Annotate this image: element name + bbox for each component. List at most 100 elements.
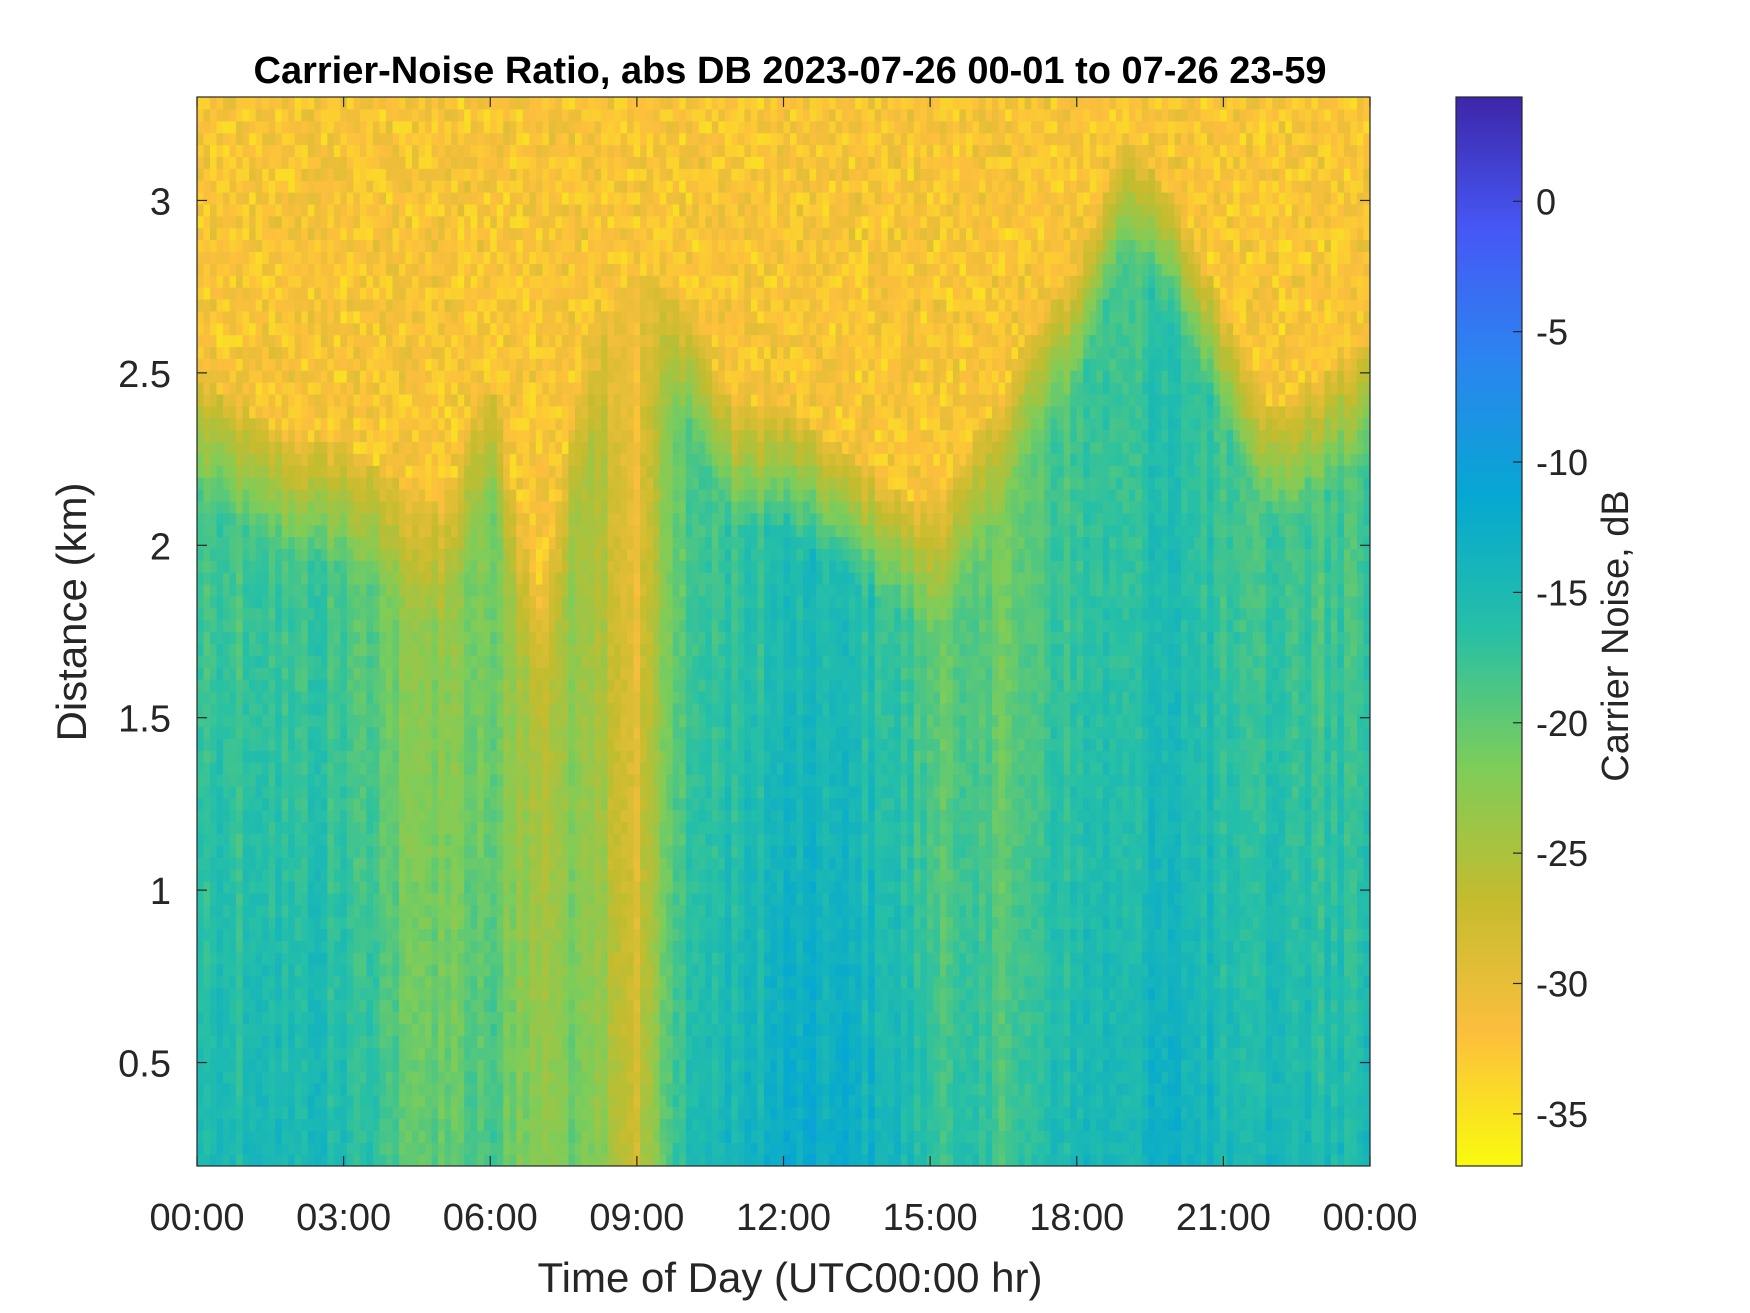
heatmap-cell bbox=[490, 382, 498, 395]
heatmap-cell bbox=[392, 263, 400, 276]
heatmap-cell bbox=[353, 679, 361, 692]
heatmap-cell bbox=[307, 1118, 315, 1131]
heatmap-cell bbox=[496, 964, 504, 977]
heatmap-cell bbox=[346, 892, 354, 906]
heatmap-cell bbox=[412, 583, 420, 597]
heatmap-cell bbox=[399, 845, 407, 858]
heatmap-cell bbox=[288, 310, 296, 324]
heatmap-cell bbox=[405, 1106, 413, 1120]
heatmap-cell bbox=[451, 1082, 459, 1096]
heatmap-cell bbox=[425, 477, 433, 490]
heatmap-cell bbox=[242, 631, 250, 644]
heatmap-cell bbox=[255, 809, 263, 823]
heatmap-cell bbox=[340, 690, 348, 704]
heatmap-cell bbox=[425, 1094, 433, 1108]
heatmap-cell bbox=[385, 263, 394, 276]
heatmap-cell bbox=[359, 940, 368, 953]
heatmap-cell bbox=[301, 714, 309, 728]
heatmap-cell bbox=[353, 1094, 361, 1108]
heatmap-cell bbox=[366, 524, 374, 538]
heatmap-cell bbox=[353, 477, 361, 490]
heatmap-cell bbox=[425, 132, 433, 146]
heatmap-cell bbox=[477, 500, 485, 514]
heatmap-cell bbox=[464, 251, 472, 264]
heatmap-cell bbox=[366, 536, 374, 549]
heatmap-cell bbox=[359, 263, 368, 276]
heatmap-cell bbox=[294, 583, 302, 597]
heatmap-cell bbox=[385, 797, 394, 811]
heatmap-cell bbox=[197, 97, 205, 110]
heatmap-cell bbox=[522, 512, 530, 526]
heatmap-cell bbox=[522, 702, 530, 716]
heatmap-cell bbox=[431, 358, 439, 371]
heatmap-cell bbox=[327, 1059, 335, 1072]
heatmap-cell bbox=[281, 370, 289, 383]
heatmap-cell bbox=[522, 120, 530, 134]
heatmap-cell bbox=[444, 797, 452, 811]
heatmap-cell bbox=[464, 595, 472, 609]
heatmap-cell bbox=[496, 726, 504, 739]
heatmap-cell bbox=[275, 536, 283, 549]
heatmap-cell bbox=[457, 1154, 465, 1166]
heatmap-cell bbox=[210, 643, 218, 656]
heatmap-cell bbox=[438, 477, 446, 490]
heatmap-cell bbox=[529, 904, 537, 918]
heatmap-cell bbox=[288, 227, 296, 241]
heatmap-cell bbox=[223, 916, 231, 930]
heatmap-cell bbox=[281, 857, 289, 870]
heatmap-cell bbox=[255, 655, 263, 668]
heatmap-cell bbox=[470, 346, 478, 359]
heatmap-cell bbox=[333, 1059, 341, 1072]
heatmap-cell bbox=[522, 275, 530, 288]
heatmap-cell bbox=[483, 441, 491, 454]
heatmap-cell bbox=[288, 500, 296, 514]
heatmap-cell bbox=[340, 1023, 348, 1036]
heatmap-cell bbox=[522, 405, 530, 419]
heatmap-cell bbox=[281, 952, 289, 965]
heatmap-cell bbox=[327, 667, 335, 680]
heatmap-cell bbox=[464, 1106, 472, 1120]
heatmap-cell bbox=[346, 880, 354, 894]
heatmap-cell bbox=[372, 619, 381, 633]
heatmap-cell bbox=[216, 144, 224, 157]
heatmap-cell bbox=[477, 251, 485, 264]
heatmap-cell bbox=[359, 1070, 368, 1084]
heatmap-cell bbox=[288, 880, 296, 894]
heatmap-cell bbox=[314, 156, 322, 169]
heatmap-cell bbox=[216, 607, 224, 621]
heatmap-cell bbox=[281, 477, 289, 490]
heatmap-cell bbox=[542, 572, 550, 585]
heatmap-cell bbox=[281, 999, 289, 1013]
heatmap-cell bbox=[320, 346, 328, 359]
heatmap-cell bbox=[197, 857, 205, 870]
heatmap-cell bbox=[379, 97, 387, 110]
heatmap-cell bbox=[346, 488, 354, 502]
heatmap-cell bbox=[477, 631, 485, 644]
heatmap-cell bbox=[399, 156, 407, 169]
heatmap-cell bbox=[405, 785, 413, 799]
heatmap-cell bbox=[457, 880, 465, 894]
heatmap-cell bbox=[262, 358, 270, 371]
heatmap-cell bbox=[451, 928, 459, 941]
heatmap-cell bbox=[392, 762, 400, 775]
heatmap-cell bbox=[327, 156, 335, 169]
heatmap-cell bbox=[314, 275, 322, 288]
heatmap-cell bbox=[444, 465, 452, 478]
heatmap-cell bbox=[327, 1142, 335, 1155]
heatmap-cell bbox=[438, 833, 446, 846]
heatmap-cell bbox=[438, 916, 446, 930]
heatmap-cell bbox=[229, 120, 237, 134]
heatmap-cell bbox=[268, 548, 276, 561]
heatmap-cell bbox=[425, 287, 433, 300]
heatmap-cell bbox=[314, 1059, 322, 1072]
heatmap-cell bbox=[242, 263, 250, 276]
heatmap-cell bbox=[412, 1070, 420, 1084]
heatmap-cell bbox=[210, 1047, 218, 1060]
heatmap-cell bbox=[555, 975, 563, 989]
heatmap-cell bbox=[503, 524, 511, 538]
heatmap-cell bbox=[548, 987, 557, 1001]
heatmap-cell bbox=[268, 892, 276, 906]
heatmap-cell bbox=[418, 857, 426, 870]
heatmap-cell bbox=[379, 500, 387, 514]
heatmap-cell bbox=[307, 797, 315, 811]
